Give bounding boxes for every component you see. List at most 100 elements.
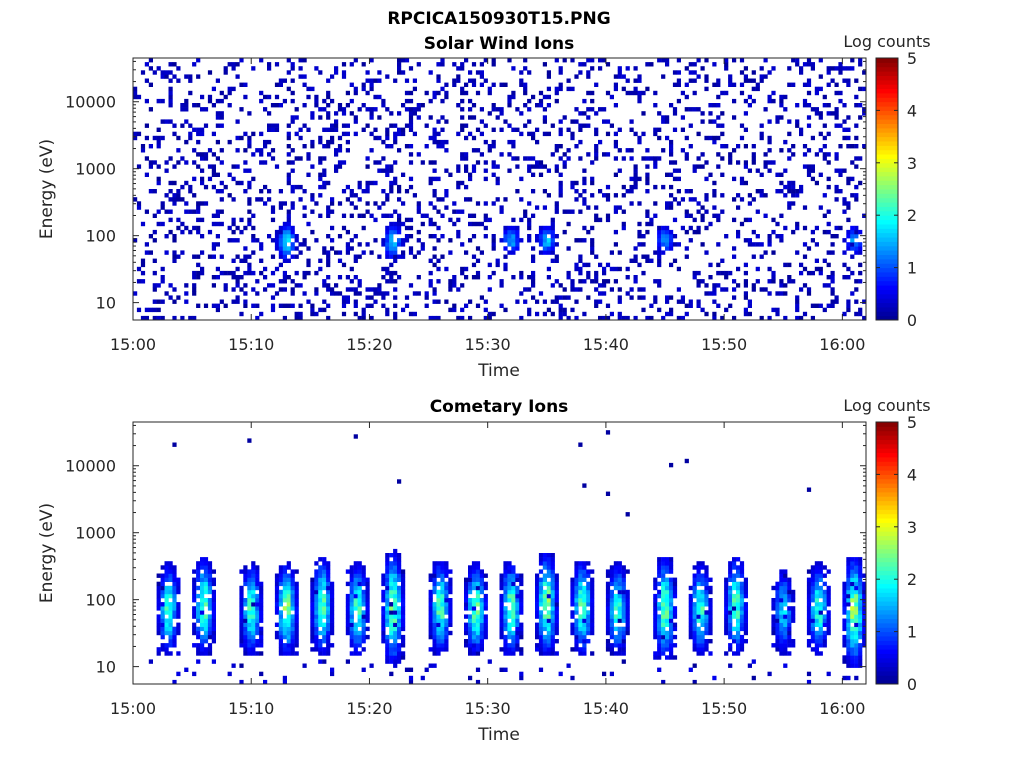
heatmap-cell: [196, 229, 201, 235]
heatmap-cell: [290, 246, 295, 251]
heatmap-cell: [310, 634, 315, 640]
heatmap-cell: [483, 123, 488, 128]
heatmap-cell: [818, 86, 823, 92]
heatmap-cell: [574, 189, 579, 194]
heatmap-cell: [144, 172, 149, 177]
x-tick-label: 15:00: [110, 335, 156, 354]
heatmap-cell: [704, 639, 709, 644]
heatmap-cell: [251, 589, 256, 595]
heatmap-cell: [235, 238, 240, 243]
heatmap-cell: [397, 127, 402, 132]
heatmap-cell: [389, 565, 394, 570]
heatmap-cell: [286, 585, 291, 591]
heatmap-cell: [207, 622, 213, 627]
heatmap-cell: [830, 275, 835, 280]
heatmap-cell: [806, 630, 812, 636]
heatmap-cell: [302, 123, 307, 128]
heatmap-cell: [326, 598, 331, 603]
heatmap-cell: [306, 152, 311, 157]
heatmap-cell: [783, 577, 788, 582]
heatmap-cell: [207, 176, 213, 182]
heatmap-cell: [140, 262, 146, 268]
heatmap-cell: [282, 287, 287, 292]
heatmap-cell: [850, 589, 855, 595]
heatmap-cell: [160, 622, 165, 627]
heatmap-cell: [732, 593, 737, 599]
heatmap-cell: [621, 209, 626, 214]
heatmap-cell: [200, 176, 205, 182]
heatmap-cell: [243, 291, 248, 296]
heatmap-cell: [448, 606, 453, 611]
heatmap-cell: [341, 311, 347, 317]
heatmap-cell: [361, 307, 366, 313]
heatmap-cell: [274, 62, 280, 67]
heatmap-cell: [617, 639, 622, 644]
heatmap-cell: [381, 573, 386, 578]
heatmap-cell: [408, 679, 414, 684]
heatmap-cell: [172, 258, 177, 263]
heatmap-cell: [771, 614, 776, 619]
heatmap-cell: [527, 287, 532, 292]
heatmap-cell: [404, 144, 410, 149]
heatmap-cell: [842, 598, 847, 603]
heatmap-cell: [499, 205, 504, 210]
heatmap-cell: [247, 639, 252, 644]
heatmap-cell: [255, 577, 260, 582]
heatmap-cell: [854, 287, 859, 292]
heatmap-cell: [160, 266, 165, 272]
heatmap-cell: [353, 622, 358, 627]
heatmap-cell: [503, 651, 508, 656]
heatmap-cell: [783, 634, 788, 640]
heatmap-cell: [397, 610, 402, 615]
heatmap-cell: [633, 164, 638, 169]
heatmap-cell: [755, 242, 760, 247]
heatmap-cell: [605, 622, 611, 627]
heatmap-cell: [491, 144, 496, 149]
heatmap-cell: [259, 614, 264, 619]
heatmap-cell: [586, 115, 591, 120]
heatmap-cell: [684, 189, 689, 194]
heatmap-cell: [192, 315, 197, 320]
heatmap-cell: [696, 577, 701, 582]
heatmap-cell: [842, 66, 847, 71]
heatmap-cell: [649, 315, 654, 320]
heatmap-cell: [365, 201, 370, 206]
heatmap-cell: [850, 254, 855, 259]
heatmap-cell: [420, 103, 425, 108]
heatmap-cell: [546, 168, 551, 173]
heatmap-cell: [278, 103, 283, 108]
heatmap-cell: [140, 148, 146, 153]
heatmap-cell: [401, 172, 406, 177]
heatmap-cell: [578, 62, 583, 67]
heatmap-cell: [318, 585, 323, 591]
heatmap-cell: [428, 618, 433, 623]
heatmap-cell: [653, 614, 658, 619]
heatmap-cell: [247, 168, 252, 173]
heatmap-cell: [499, 283, 504, 288]
heatmap-cell: [538, 172, 544, 177]
heatmap-cell: [743, 127, 748, 132]
heatmap-cell: [436, 602, 441, 607]
heatmap-cell: [625, 315, 630, 320]
heatmap-cell: [775, 630, 780, 636]
heatmap-cell: [637, 135, 642, 141]
heatmap-cell: [302, 270, 307, 276]
heatmap-cell: [294, 634, 299, 640]
heatmap-cell: [286, 209, 291, 214]
heatmap-cell: [330, 598, 335, 603]
heatmap-cell: [799, 66, 804, 71]
heatmap-cell: [172, 634, 177, 640]
heatmap-cell: [661, 229, 666, 235]
heatmap-cell: [196, 201, 201, 206]
heatmap-cell: [397, 618, 402, 623]
heatmap-cell: [192, 569, 197, 574]
heatmap-cell: [168, 229, 173, 235]
heatmap-cell: [582, 98, 587, 104]
heatmap-cell: [286, 626, 291, 632]
heatmap-cell: [361, 589, 366, 595]
heatmap-cell: [475, 610, 481, 615]
heatmap-cell: [850, 573, 855, 578]
heatmap-cell: [290, 634, 295, 640]
heatmap-cell: [479, 70, 484, 75]
heatmap-cell: [397, 225, 402, 231]
